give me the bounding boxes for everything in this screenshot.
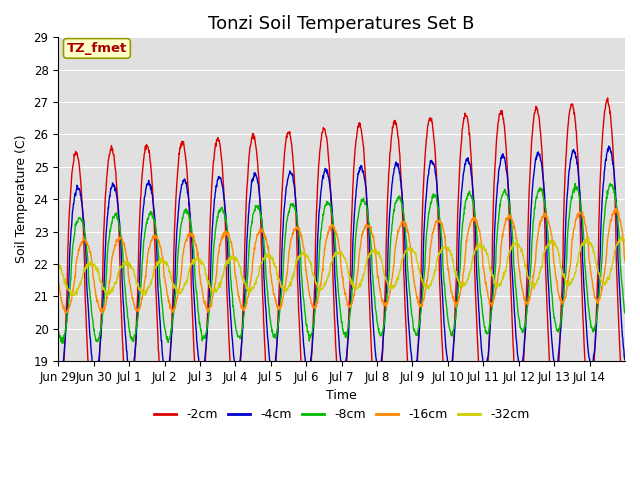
Y-axis label: Soil Temperature (C): Soil Temperature (C) [15, 135, 28, 264]
X-axis label: Time: Time [326, 389, 357, 402]
Text: TZ_fmet: TZ_fmet [67, 42, 127, 55]
Legend: -2cm, -4cm, -8cm, -16cm, -32cm: -2cm, -4cm, -8cm, -16cm, -32cm [148, 403, 534, 426]
Title: Tonzi Soil Temperatures Set B: Tonzi Soil Temperatures Set B [209, 15, 475, 33]
